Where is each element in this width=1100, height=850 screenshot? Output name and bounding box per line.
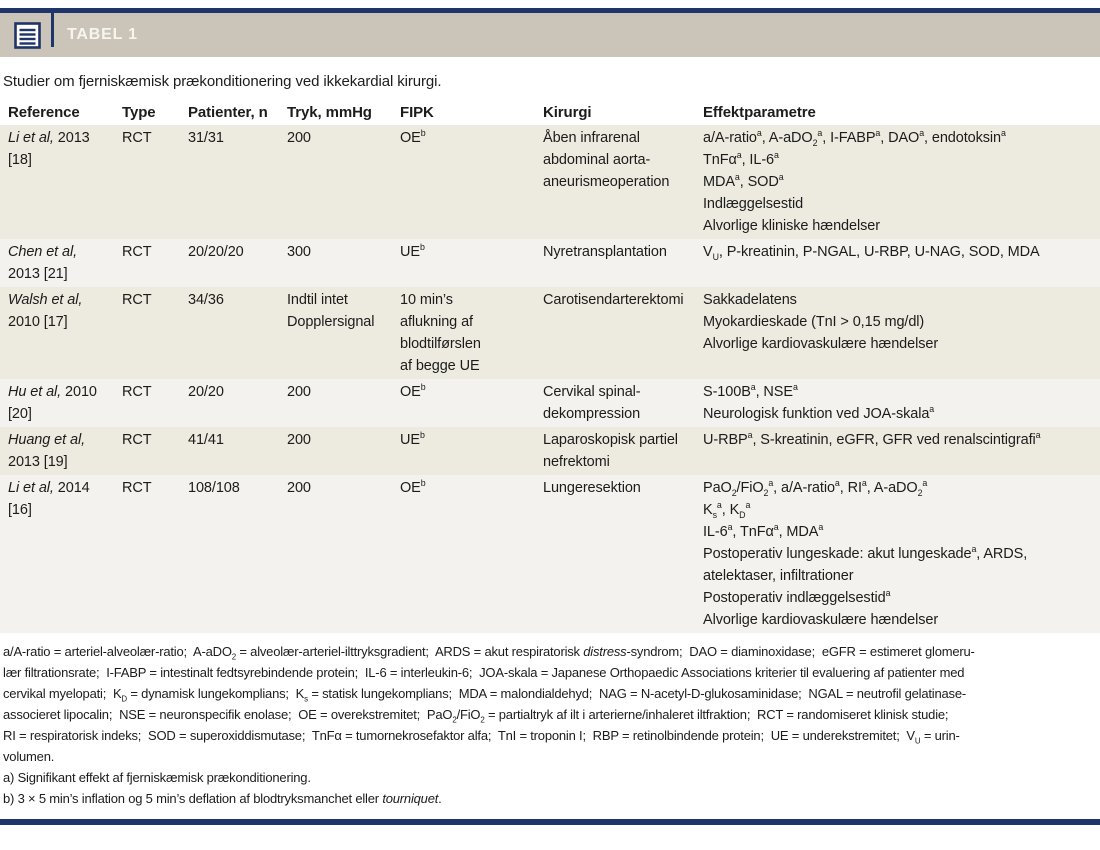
cell-fipk: UEb bbox=[400, 430, 425, 448]
table-row: Chen et al, 2013 [21] RCT 20/20/20 300 UEb Nyr… bbox=[0, 239, 1100, 287]
table-row: Huang et al, 2013 [19] RCT 41/41 200 UEb Lapar… bbox=[0, 427, 1100, 475]
col-header-patients: Patienter, n bbox=[188, 104, 268, 121]
cell-type: RCT bbox=[122, 292, 152, 308]
cell-surgery: Cervikal spinal-dekompression bbox=[543, 384, 641, 422]
top-rule bbox=[0, 8, 1100, 13]
cell-type: RCT bbox=[122, 480, 152, 496]
cell-type: RCT bbox=[122, 432, 152, 448]
cell-outcomes: Sakkadelatens Myokardieskade (TnI > 0,15 … bbox=[703, 292, 939, 352]
cell-surgery: Lungeresektion bbox=[543, 480, 641, 496]
cell-fipk: OEb bbox=[400, 128, 426, 146]
cell-fipk: OEb bbox=[400, 478, 426, 496]
cell-patients: 20/20/20 bbox=[188, 244, 244, 260]
col-header-type: Type bbox=[122, 104, 156, 121]
cell-fipk: OEb bbox=[400, 382, 426, 400]
cell-reference: Hu et al, 2010 [20] bbox=[8, 384, 97, 422]
cell-fipk: 10 min’s aflukning af blodtilførslen af beg… bbox=[400, 292, 481, 374]
cell-patients: 31/31 bbox=[188, 130, 224, 146]
bottom-rule bbox=[0, 819, 1100, 825]
cell-pressure: 200 bbox=[287, 130, 311, 146]
footnote-line: RI = respiratorisk indeks; SOD = superox… bbox=[3, 728, 960, 746]
cell-pressure: Indtil intet Dopplersignal bbox=[287, 292, 375, 330]
header-divider bbox=[51, 13, 54, 47]
col-header-fipk: FIPK bbox=[400, 104, 434, 121]
table-header-row: Reference Type Patienter, n Tryk, mmHg F… bbox=[0, 102, 1100, 125]
cell-outcomes: a/A-ratioa, A-aDO2a, I-FABPa, DAOa, endo… bbox=[703, 128, 1006, 234]
table-header-bar: TABEL 1 bbox=[0, 13, 1100, 57]
table-row: Walsh et al, 2010 [17] RCT 34/36 Indtil inte… bbox=[0, 287, 1100, 379]
col-header-outcomes: Effektparametre bbox=[703, 104, 816, 121]
table-row: Li et al, 2013 [18] RCT 31/31 200 OEb Åben inf… bbox=[0, 125, 1100, 239]
table-row: Hu et al, 2010 [20] RCT 20/20 200 OEb Cervikal… bbox=[0, 379, 1100, 427]
col-header-pressure: Tryk, mmHg bbox=[287, 104, 372, 121]
cell-outcomes: S-100Ba, NSEa Neurologisk funktion ved JO… bbox=[703, 382, 935, 422]
table-tag-label: TABEL 1 bbox=[67, 26, 138, 43]
footnote-line: b) 3 × 5 min’s inflation og 5 min’s defl… bbox=[3, 791, 442, 806]
footnote-line: volumen. bbox=[3, 749, 55, 764]
cell-surgery: Nyretransplantation bbox=[543, 244, 667, 260]
cell-type: RCT bbox=[122, 384, 152, 400]
cell-reference: Chen et al, 2013 [21] bbox=[8, 244, 78, 282]
cell-reference: Li et al, 2014 [16] bbox=[8, 480, 90, 518]
cell-patients: 34/36 bbox=[188, 292, 224, 308]
footnote-line: a/A-ratio = arteriel-alveolær-ratio; A-a… bbox=[3, 644, 975, 662]
cell-surgery: Carotisendarterektomi bbox=[543, 292, 684, 308]
footnote-line: a) Signifikant effekt af fjerniskæmisk p… bbox=[3, 770, 311, 785]
table-row: Li et al, 2014 [16] RCT 108/108 200 OEb Lunger… bbox=[0, 475, 1100, 633]
study-table: Reference Type Patienter, n Tryk, mmHg F… bbox=[0, 102, 1100, 633]
cell-reference: Walsh et al, 2010 [17] bbox=[8, 292, 83, 330]
cell-surgery: Åben infrarenal abdominal aorta-aneurisme… bbox=[543, 130, 670, 190]
footnote-line: cervikal myelopati; KD = dynamisk lungek… bbox=[3, 686, 967, 704]
cell-outcomes: VU, P-kreatinin, P-NGAL, U-RBP, U-NAG, S… bbox=[703, 244, 1040, 262]
footnote-block: a/A-ratio = arteriel-alveolær-ratio; A-a… bbox=[3, 641, 1100, 809]
col-header-surgery: Kirurgi bbox=[543, 104, 592, 121]
cell-type: RCT bbox=[122, 244, 152, 260]
table-icon bbox=[14, 21, 41, 49]
cell-reference: Huang et al, 2013 [19] bbox=[8, 432, 85, 470]
col-header-reference: Reference bbox=[8, 104, 80, 121]
cell-patients: 108/108 bbox=[188, 480, 240, 496]
cell-outcomes: PaO2/FiO2a, a/A-ratioa, RIa, A-aDO2a Ksa,… bbox=[703, 478, 1028, 628]
cell-patients: 41/41 bbox=[188, 432, 224, 448]
footnote-line: lær filtrationsrate; I-FABP = intestinal… bbox=[3, 665, 965, 680]
cell-pressure: 200 bbox=[287, 384, 311, 400]
cell-pressure: 200 bbox=[287, 432, 311, 448]
cell-pressure: 200 bbox=[287, 480, 311, 496]
cell-surgery: Laparoskopisk partiel nefrektomi bbox=[543, 432, 678, 470]
table-caption: Studier om fjerniskæmisk prækonditioneri… bbox=[3, 73, 442, 90]
cell-fipk: UEb bbox=[400, 242, 425, 260]
cell-patients: 20/20 bbox=[188, 384, 224, 400]
cell-type: RCT bbox=[122, 130, 152, 146]
cell-pressure: 300 bbox=[287, 244, 311, 260]
cell-reference: Li et al, 2013 [18] bbox=[8, 130, 90, 168]
footnote-line: associeret lipocalin; NSE = neuronspecif… bbox=[3, 707, 949, 725]
cell-outcomes: U-RBPa, S-kreatinin, eGFR, GFR ved renal… bbox=[703, 430, 1041, 448]
